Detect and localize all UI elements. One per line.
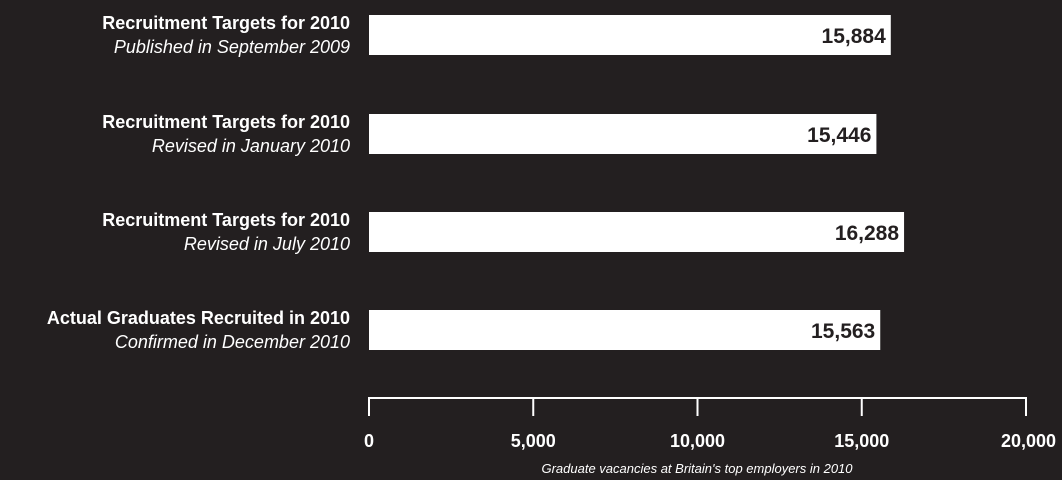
x-axis-title: Graduate vacancies at Britain's top empl… [541,461,853,476]
category-labels: Recruitment Targets for 2010 Published in… [47,13,350,352]
category-subtitle: Published in September 2009 [114,37,350,57]
x-tick-label: 0 [364,431,374,451]
bar [369,15,891,55]
x-tick-label: 10,000 [670,431,725,451]
x-axis-ticks: 0 5,000 10,000 15,000 20,000 [364,397,1056,451]
x-axis: 0 5,000 10,000 15,000 20,000 [364,397,1056,451]
bar [369,212,905,252]
bar-value-label: 15,563 [811,320,875,343]
x-tick-label: 15,000 [834,431,889,451]
bar-value-label: 15,446 [807,124,871,147]
category-title: Recruitment Targets for 2010 [102,210,350,230]
x-tick-label: 5,000 [511,431,556,451]
x-tick-label: 20,000 [1001,431,1056,451]
bar-value-label: 15,884 [822,25,887,48]
category-title: Actual Graduates Recruited in 2010 [47,308,350,328]
category-title: Recruitment Targets for 2010 [102,13,350,33]
bars: 15,884 15,446 16,288 15,563 [369,15,905,350]
category-subtitle: Revised in July 2010 [184,234,350,254]
bar-value-label: 16,288 [835,222,900,245]
category-subtitle: Revised in January 2010 [152,136,350,156]
category-subtitle: Confirmed in December 2010 [115,332,350,352]
bar [369,114,877,154]
category-title: Recruitment Targets for 2010 [102,112,350,132]
bar [369,310,881,350]
